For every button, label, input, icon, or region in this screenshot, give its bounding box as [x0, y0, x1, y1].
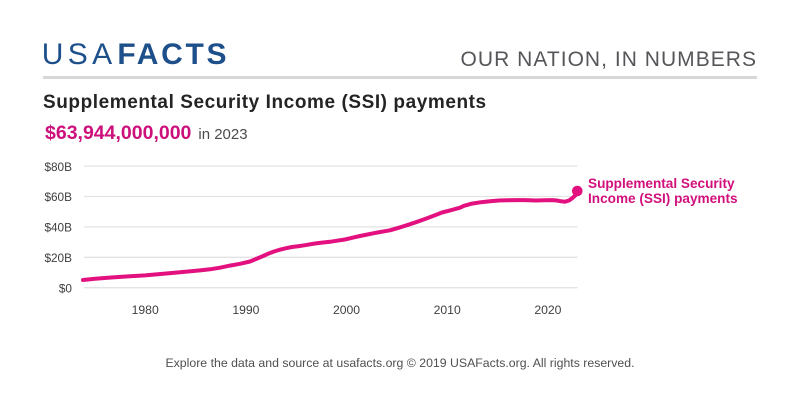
svg-text:$40B: $40B — [44, 221, 72, 235]
svg-text:$80B: $80B — [44, 160, 72, 174]
svg-text:$0: $0 — [59, 281, 73, 295]
svg-text:$20B: $20B — [44, 251, 72, 265]
svg-text:$60B: $60B — [44, 190, 72, 204]
svg-text:1990: 1990 — [232, 303, 259, 317]
svg-text:1980: 1980 — [132, 303, 159, 317]
svg-text:2000: 2000 — [333, 303, 360, 317]
svg-text:2020: 2020 — [534, 303, 561, 317]
svg-text:2010: 2010 — [434, 303, 461, 317]
